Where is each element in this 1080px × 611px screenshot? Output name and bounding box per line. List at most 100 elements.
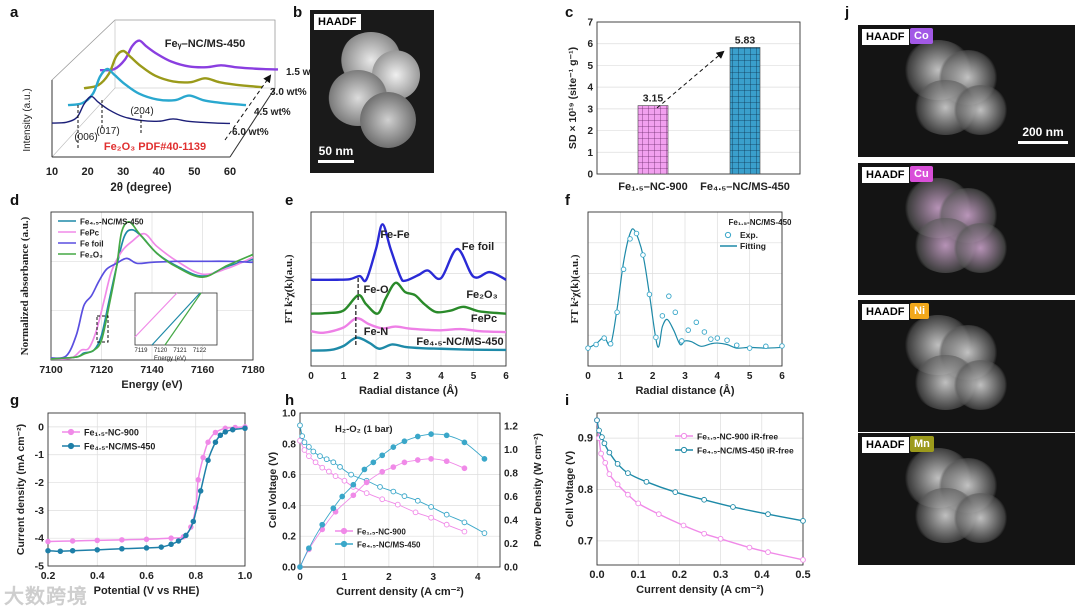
series-line bbox=[587, 228, 783, 349]
x-tick-label: 1 bbox=[342, 572, 348, 583]
y-tick-label: -3 bbox=[35, 505, 44, 517]
haadf-tag: HAADF bbox=[862, 29, 909, 45]
data-point bbox=[212, 429, 219, 436]
x-tick-label: 0 bbox=[297, 572, 303, 583]
inset-tick-label: 7121 bbox=[173, 348, 187, 354]
data-point bbox=[190, 518, 197, 525]
x-tick-label: 0.8 bbox=[188, 570, 203, 582]
legend-label: Fe₁.₅-NC-900 bbox=[357, 528, 406, 537]
y-axis-label: Intensity (a.u.) bbox=[22, 88, 33, 151]
data-point bbox=[168, 535, 174, 541]
y-tick-label: -2 bbox=[35, 477, 44, 489]
scale-bar-label: 50 nm bbox=[318, 144, 354, 158]
eds-map-mn: HAADF Mn bbox=[858, 433, 1075, 565]
data-point bbox=[672, 489, 679, 495]
y-tick-label: -5 bbox=[35, 561, 44, 573]
series-Fe₄.₅-NC/MS-450-power bbox=[297, 431, 488, 570]
data-point bbox=[693, 319, 700, 326]
data-point bbox=[640, 252, 646, 258]
legend-marker bbox=[340, 540, 348, 548]
legend-label: Fe₄.₅-NC/MS-450 bbox=[357, 541, 421, 550]
series-Fe₁.₅-NC-900 bbox=[297, 437, 468, 535]
panel-e-axes: 0 1 2 3 4 5 6 Radial distance (Å) FT k²χ(k)(a.u.… bbox=[283, 211, 509, 397]
data-point bbox=[168, 541, 174, 548]
x-tick-label: 3 bbox=[682, 371, 688, 382]
panel-label-b: b bbox=[293, 4, 303, 21]
data-point bbox=[205, 457, 211, 464]
y-tick-label: 3 bbox=[587, 104, 593, 115]
data-point bbox=[653, 334, 659, 341]
series-Fe₄.₅-NC/MS-450 bbox=[45, 425, 248, 555]
data-point bbox=[229, 426, 236, 433]
y-tick-label: 6 bbox=[587, 39, 593, 50]
data-point bbox=[672, 309, 679, 316]
y2-tick-label: 1.2 bbox=[504, 421, 518, 432]
y-tick-label: 0.4 bbox=[282, 501, 296, 512]
panel-g-axes: 0.2 0.4 0.6 0.8 1.0 -5 -4 -3 -2 -1 0 Potential (V v… bbox=[15, 412, 252, 597]
x-tick-label: 3 bbox=[431, 572, 437, 583]
data-point bbox=[461, 519, 468, 526]
legend-marker bbox=[680, 432, 688, 440]
data-point bbox=[301, 447, 308, 453]
series-Fe₄.₅-NC/MS-450 bbox=[297, 422, 488, 536]
xrd-series bbox=[67, 67, 247, 107]
data-point bbox=[800, 517, 806, 524]
data-point bbox=[205, 439, 211, 445]
x-tick-label: 2 bbox=[373, 371, 379, 382]
wt-label: 4.5 wt% bbox=[254, 107, 291, 118]
data-point bbox=[733, 342, 740, 348]
y-tick-label: 1.0 bbox=[282, 409, 296, 420]
data-point bbox=[614, 309, 620, 316]
data-point bbox=[680, 522, 687, 529]
y-axis-label: SD × 10¹⁹ (site⁻¹ g⁻¹) bbox=[567, 47, 579, 149]
peak-annotation: FePc bbox=[471, 313, 497, 325]
series-line bbox=[50, 221, 254, 360]
data-point bbox=[627, 236, 633, 242]
data-point bbox=[312, 459, 319, 466]
panel-label-i: i bbox=[565, 392, 570, 409]
legend-label: Fe₄.₅-NC/MS-450 bbox=[80, 218, 144, 227]
data-point bbox=[598, 450, 604, 457]
plot-frame bbox=[299, 412, 501, 568]
data-point bbox=[119, 546, 125, 552]
y-axis-label: FT k²χ(k)(a.u.) bbox=[569, 254, 581, 323]
y-axis-label: Current density (mA cm⁻²) bbox=[15, 424, 27, 555]
x-tick-label: 0.4 bbox=[754, 569, 770, 581]
data-point bbox=[763, 343, 769, 350]
data-point bbox=[390, 464, 397, 470]
data-point bbox=[306, 453, 312, 459]
data-point bbox=[443, 432, 450, 439]
y-tick-label: 0.9 bbox=[578, 433, 593, 445]
y-tick-label: 7 bbox=[587, 18, 593, 29]
data-point bbox=[633, 230, 640, 237]
data-point bbox=[607, 341, 614, 347]
y-tick-label: 0.8 bbox=[578, 484, 593, 496]
y-tick-label: 0.8 bbox=[282, 439, 296, 450]
data-point bbox=[659, 313, 666, 319]
series-FePc bbox=[50, 232, 254, 360]
data-point bbox=[414, 433, 421, 440]
data-point bbox=[428, 514, 434, 521]
x-tick-label: 3 bbox=[406, 371, 412, 382]
panel-c-axes: 0 1 2 3 4 5 6 7 SD × 10¹⁹ (site⁻¹ g⁻¹) bbox=[567, 18, 801, 181]
data-point bbox=[390, 488, 397, 495]
data-point bbox=[655, 511, 662, 518]
data-point bbox=[323, 456, 330, 463]
haadf-tag: HAADF bbox=[862, 304, 909, 320]
data-point bbox=[306, 444, 312, 450]
y-tick-label: 5 bbox=[587, 61, 593, 72]
condition-label: H₂-O₂ (1 bar) bbox=[335, 424, 393, 435]
data-point bbox=[602, 459, 609, 466]
y-tick-label: 2 bbox=[587, 126, 593, 137]
data-point bbox=[297, 422, 303, 429]
series-line bbox=[310, 317, 507, 335]
inset-axis-label: Energy (eV) bbox=[154, 356, 186, 362]
data-point bbox=[94, 547, 100, 553]
haadf-tag: HAADF bbox=[314, 14, 361, 30]
reference-label: Fe₂O₃ PDF#40-1139 bbox=[104, 141, 206, 153]
series-Fitting bbox=[587, 228, 783, 349]
y2-tick-label: 0.2 bbox=[504, 539, 518, 550]
data-point bbox=[594, 417, 600, 424]
data-point bbox=[428, 431, 434, 438]
data-point bbox=[593, 341, 599, 348]
